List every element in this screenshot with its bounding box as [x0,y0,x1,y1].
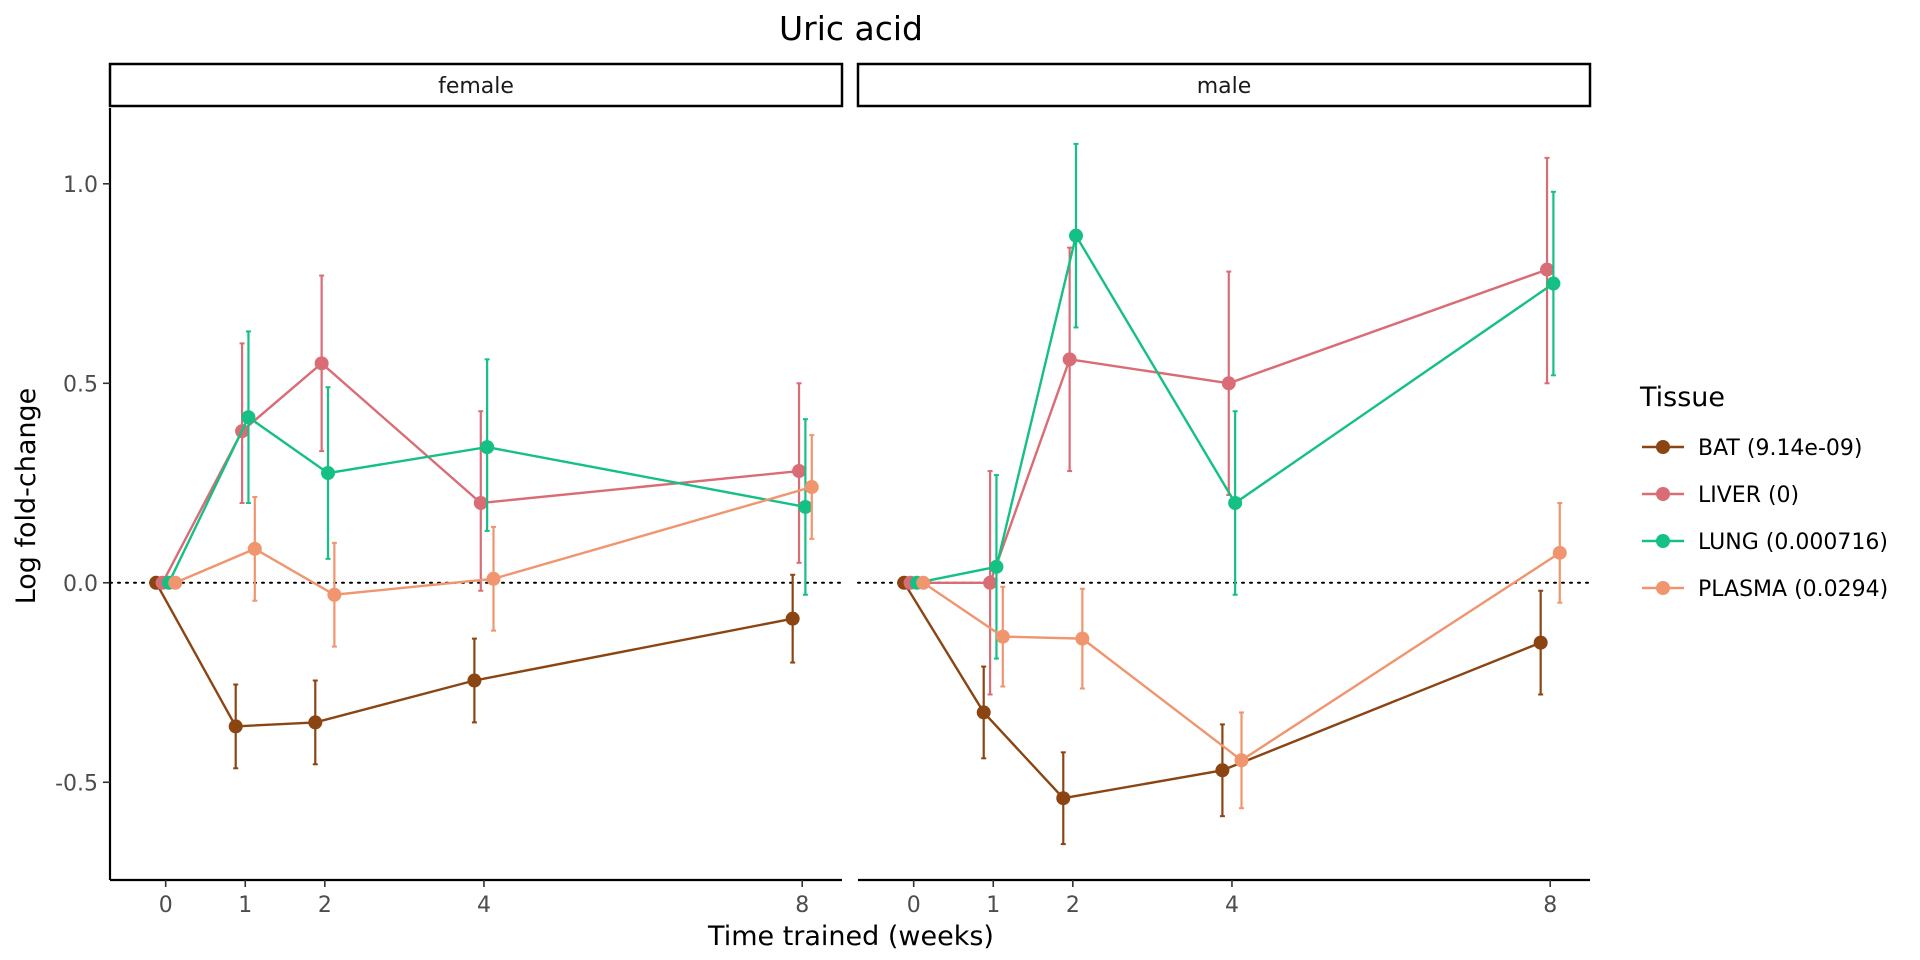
legend-marker [1656,581,1670,595]
data-point [473,495,488,510]
data-point [1069,228,1084,243]
data-point [327,587,342,602]
data-point [308,715,323,730]
data-point [785,611,800,626]
strip-label: male [1197,74,1252,99]
legend: Tissue BAT (9.14e-09) LIVER (0) LUNG (0.00… [1639,382,1888,602]
x-tick-label: 0 [159,893,173,918]
x-tick-label: 8 [795,893,809,918]
data-point [467,673,482,688]
legend-marker [1656,534,1670,548]
legend-label: BAT (9.14e-09) [1698,436,1862,461]
x-tick-label: 4 [1225,893,1239,918]
y-tick-label: 0.0 [63,572,98,597]
data-point [314,356,329,371]
legend-item: LIVER (0) [1642,483,1799,508]
data-point [1546,276,1561,291]
x-tick-label: 4 [477,893,491,918]
legend-label: PLASMA (0.0294) [1698,577,1888,602]
data-point [804,480,819,495]
data-point [792,464,807,479]
y-tick-label: 1.0 [63,173,98,198]
series-bat [897,575,1548,846]
data-point [241,410,256,425]
legend-item: LUNG (0.000716) [1642,530,1888,555]
series-bat [149,573,800,770]
x-tick-label: 2 [1066,893,1080,918]
x-tick-label: 2 [318,893,332,918]
x-tick-label: 1 [986,893,1000,918]
legend-marker [1656,440,1670,454]
legend-title: Tissue [1639,382,1725,413]
data-point [1228,495,1243,510]
data-point [480,440,495,455]
series-lung [161,330,813,596]
series-plasma [168,434,819,648]
data-point [486,571,501,586]
legend-label: LUNG (0.000716) [1698,530,1888,555]
legend-marker [1656,487,1670,501]
y-tick-label: -0.5 [55,771,98,796]
strip-label: female [438,74,514,99]
y-axis-title: Log fold-change [11,388,42,605]
data-point [1552,545,1567,560]
y-tick-label: 0.5 [63,372,98,397]
data-point [1533,635,1548,650]
strip-box [856,62,1592,108]
panel-male: male 0 1 2 4 8 [856,62,1592,918]
data-point [995,629,1010,644]
x-tick-label: 1 [238,893,252,918]
x-tick-label: 8 [1543,893,1557,918]
data-point [916,575,931,590]
data-point [247,541,262,556]
series-liver [903,156,1555,696]
x-tick-label: 0 [907,893,921,918]
series-liver [155,274,807,592]
series-plasma [916,501,1567,810]
data-point [1075,631,1090,646]
series-lung [909,142,1561,660]
data-point [1234,753,1249,768]
legend-item: BAT (9.14e-09) [1642,436,1862,461]
data-point [798,499,813,514]
data-point [228,719,243,734]
x-axis-title: Time trained (weeks) [707,921,994,952]
data-point [1540,262,1555,277]
data-point [1221,376,1236,391]
data-point [1056,791,1071,806]
legend-label: LIVER (0) [1698,483,1799,508]
data-point [1215,763,1230,778]
panels: female -0.5 0.0 0.5 1.0 0 1 2 4 8 male 0 1 2 4 8 [55,62,1592,918]
strip-box [108,62,844,108]
data-point [321,466,336,481]
panel-female: female -0.5 0.0 0.5 1.0 0 1 2 4 8 [55,62,844,918]
chart-title: Uric acid [779,9,923,48]
data-point [983,575,998,590]
data-point [976,705,991,720]
legend-item: PLASMA (0.0294) [1642,577,1888,602]
data-point [1062,352,1077,367]
data-point [989,559,1004,574]
data-point [168,575,183,590]
